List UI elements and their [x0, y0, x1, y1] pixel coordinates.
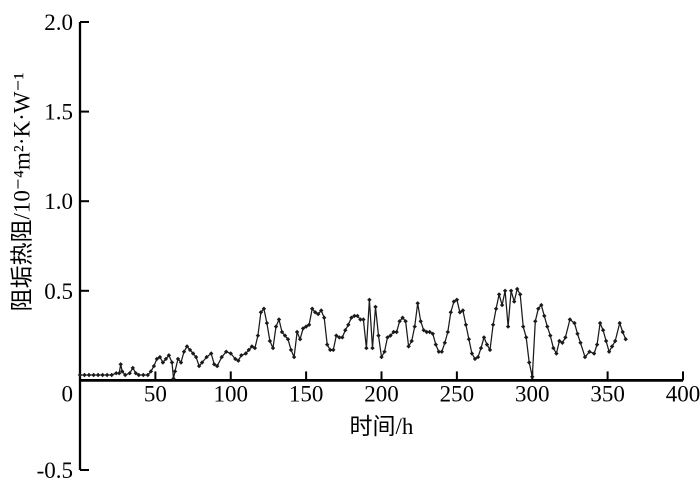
x-axis-title: 时间/h [349, 414, 414, 439]
y-tick-label: 2.0 [44, 10, 73, 35]
y-tick-label: 1.5 [44, 100, 73, 125]
x-tick-label: 100 [214, 381, 249, 406]
data-series-line [80, 288, 627, 380]
x-tick-label: 150 [289, 381, 324, 406]
y-tick-label: 1.0 [44, 189, 73, 214]
y-tick-label: 0.5 [44, 279, 73, 304]
x-tick-label: 400 [666, 381, 700, 406]
x-tick-label: 300 [515, 381, 550, 406]
origin-tick-label: 0 [62, 381, 74, 406]
x-tick-label: 200 [364, 381, 399, 406]
x-tick-label: 250 [440, 381, 475, 406]
y-tick-label: -0.5 [37, 458, 73, 481]
x-tick-label: 350 [590, 381, 625, 406]
data-point-markers [77, 286, 628, 381]
y-axis-title: 阻垢热阻/10⁻⁴m²·K·W⁻¹ [9, 72, 35, 312]
x-tick-label: 50 [144, 381, 167, 406]
